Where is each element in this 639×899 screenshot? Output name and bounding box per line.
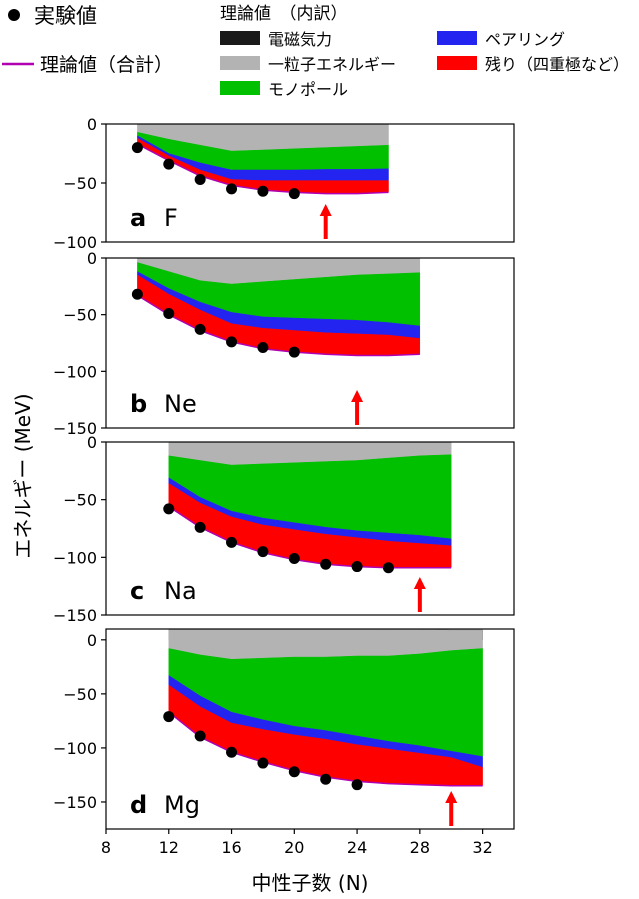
panel-letter: b <box>130 390 147 418</box>
theory-total-line <box>168 505 452 569</box>
legend-component-label: モノポール <box>268 80 348 99</box>
experiment-point <box>288 188 300 200</box>
panels: 0 −50 −100 a F 0 −50 −100 −150 b Ne 0 −50 −100 −150 c Na… <box>53 115 515 830</box>
legend-swatch <box>220 81 260 95</box>
panel-element: Mg <box>164 791 200 819</box>
legend-swatch <box>437 31 477 45</box>
y-tick-label: −150 <box>53 793 97 812</box>
y-tick-label: 0 <box>87 249 97 268</box>
y-tick-label: −100 <box>53 362 97 381</box>
experiment-point <box>257 185 269 197</box>
panel-plot-area <box>168 442 452 569</box>
panel-b: 0 −50 −100 −150 b Ne <box>53 249 515 438</box>
experiment-point <box>351 561 363 573</box>
panel-letter: a <box>130 204 146 232</box>
legend-experiment-label: 実験値 <box>34 4 97 28</box>
legend-total-label: 理論値（合計） <box>40 54 173 76</box>
experiment-point <box>257 342 269 354</box>
x-tick-label: 8 <box>101 838 111 857</box>
experiment-point <box>382 562 394 574</box>
band-1 <box>168 442 452 443</box>
panel-letter: d <box>130 791 147 819</box>
panel-plot-area <box>168 629 483 787</box>
experiment-point <box>288 552 300 564</box>
panel-frame <box>105 257 515 429</box>
experiment-point <box>163 308 175 320</box>
experiment-point <box>288 346 300 358</box>
experiment-point <box>163 711 175 723</box>
legend-component-label: 残り（四重極など） <box>485 55 629 74</box>
legend-breakdown-title: 理論値 （内訳） <box>220 4 348 24</box>
drip-line-arrow-head <box>319 204 332 216</box>
y-tick-label: 0 <box>87 631 97 650</box>
experiment-point <box>257 757 269 769</box>
experiment-point <box>320 558 332 570</box>
legend-swatch <box>220 56 260 70</box>
panel-d: 0 −50 −100 −150 d Mg <box>53 628 515 830</box>
experiment-point <box>226 536 238 548</box>
drip-line-arrow-head <box>445 791 458 803</box>
legend-component-label: 電磁気力 <box>268 30 332 49</box>
x-tick-label: 20 <box>284 838 304 857</box>
experiment-point <box>226 746 238 758</box>
y-tick-label: −50 <box>63 174 97 193</box>
experiment-point <box>131 142 143 154</box>
y-tick-label: −50 <box>63 685 97 704</box>
x-tick-label: 12 <box>159 838 179 857</box>
x-tick-label: 28 <box>410 838 430 857</box>
panel-plot-area <box>137 124 389 195</box>
panel-frame <box>105 628 515 830</box>
legend-swatch <box>437 56 477 70</box>
drip-line-arrow-head <box>413 577 426 589</box>
y-tick-label: −50 <box>63 491 97 510</box>
panel-element: F <box>164 204 178 232</box>
experiment-point <box>163 503 175 515</box>
panel-letter: c <box>130 577 144 605</box>
experiment-point <box>226 183 238 195</box>
x-tick-label: 16 <box>221 838 241 857</box>
experiment-point <box>288 766 300 778</box>
shared-axes: 8 12 16 20 24 28 32 中性子数 (N) エネルギー (MeV) <box>11 393 493 895</box>
legend-component-label: 一粒子エネルギー <box>268 55 396 74</box>
x-axis-label: 中性子数 (N) <box>252 871 369 895</box>
y-tick-label: −100 <box>53 739 97 758</box>
y-tick-label: −150 <box>53 419 97 438</box>
y-tick-label: −100 <box>53 548 97 567</box>
x-tick-label: 24 <box>347 838 367 857</box>
legend-swatch <box>220 31 260 45</box>
panel-a: 0 −50 −100 a F <box>53 115 515 252</box>
y-tick-label: −150 <box>53 606 97 625</box>
experiment-point <box>351 779 363 791</box>
experiment-point <box>194 730 206 742</box>
y-axis-label: エネルギー (MeV) <box>11 393 35 558</box>
drip-line-arrow-head <box>351 390 364 402</box>
y-tick-label: −50 <box>63 306 97 325</box>
y-tick-label: 0 <box>87 115 97 134</box>
experiment-point <box>131 288 143 300</box>
experiment-point <box>194 323 206 335</box>
panel-element: Ne <box>164 390 197 418</box>
experiment-point <box>163 158 175 170</box>
experiment-point <box>257 546 269 558</box>
experiment-point <box>320 773 332 785</box>
theory-total-line <box>137 294 420 357</box>
panel-frame <box>105 441 515 616</box>
panel-plot-area <box>137 258 421 357</box>
legend-component-label: ペアリング <box>485 30 565 49</box>
panel-element: Na <box>164 577 197 605</box>
experiment-point <box>194 521 206 533</box>
experiment-point <box>226 336 238 348</box>
y-tick-label: −100 <box>53 233 97 252</box>
y-tick-label: 0 <box>87 433 97 452</box>
panel-c: 0 −50 −100 −150 c Na <box>53 433 515 625</box>
band-1 <box>137 258 421 259</box>
legend-experiment-marker <box>8 9 20 21</box>
experiment-point <box>194 173 206 185</box>
x-tick-label: 32 <box>472 838 492 857</box>
